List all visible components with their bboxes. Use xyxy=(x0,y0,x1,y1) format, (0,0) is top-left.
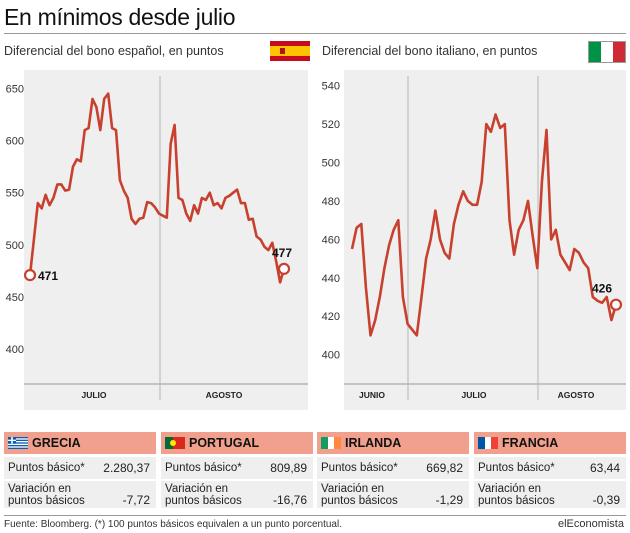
variation-label-line1: Variación en xyxy=(165,483,229,495)
spain-y-tick-label: 600 xyxy=(6,136,24,148)
portugal-flag-icon xyxy=(165,437,185,449)
brand-logo: elEconomista xyxy=(557,518,624,530)
card-country-name: FRANCIA xyxy=(502,436,559,450)
variation-label-line1: Variación en xyxy=(478,483,542,495)
italy-y-tick-label: 480 xyxy=(322,196,340,208)
variation-value: -1,29 xyxy=(435,493,463,507)
variation-value: -16,76 xyxy=(272,493,307,507)
italy-series-line xyxy=(350,113,618,337)
spain-y-tick-label: 500 xyxy=(6,240,24,252)
card-variation-row: Variación en puntos básicos -7,72 xyxy=(4,481,156,508)
italy-y-tick-label: 500 xyxy=(322,158,340,170)
italy-x-tick-label: JULIO xyxy=(461,390,486,400)
basic-points-value: 63,44 xyxy=(589,461,620,475)
spain-end-label: 477 xyxy=(272,246,292,260)
card-variation-row: Variación en puntos básicos -1,29 xyxy=(317,481,469,508)
source-note: Fuente: Bloomberg. (*) 100 puntos básico… xyxy=(4,519,342,530)
greece-flag-icon xyxy=(8,437,28,449)
card-header: FRANCIA xyxy=(474,432,626,454)
variation-value: -7,72 xyxy=(122,493,150,507)
spain-y-tick-label: 650 xyxy=(6,83,24,95)
italy-y-axis: 400 420 440 460 480 500 520 540 xyxy=(322,81,340,362)
italy-x-tick-label: AGOSTO xyxy=(558,390,595,400)
italy-y-tick-label: 400 xyxy=(322,350,340,362)
card-basic-row: Puntos básico* 809,89 xyxy=(161,457,313,479)
italy-x-tick-label: JUNIO xyxy=(359,390,385,400)
italy-y-tick-label: 460 xyxy=(322,234,340,246)
footer-divider xyxy=(4,515,626,516)
page-title: En mínimos desde julio xyxy=(4,4,236,30)
italy-flag-icon xyxy=(588,41,626,63)
country-card-irlanda: IRLANDA Puntos básico* 669,82 Variación … xyxy=(317,432,469,508)
variation-label-line1: Variación en xyxy=(321,483,385,495)
italy-y-tick-label: 440 xyxy=(322,273,340,285)
card-basic-row: Puntos básico* 2.280,37 xyxy=(4,457,156,479)
card-basic-row: Puntos básico* 669,82 xyxy=(317,457,469,479)
spain-chart-panel: JULIO AGOSTO 477 471 xyxy=(24,70,308,410)
italy-y-tick-label: 540 xyxy=(322,81,340,93)
spain-series-line xyxy=(28,92,286,284)
spain-chart-subtitle: Diferencial del bono español, en puntos xyxy=(4,44,224,58)
italy-chart-panel: JUNIO JULIO AGOSTO 426 xyxy=(344,70,626,410)
basic-points-value: 2.280,37 xyxy=(103,461,150,475)
country-card-francia: FRANCIA Puntos básico* 63,44 Variación e… xyxy=(474,432,626,508)
variation-label-line2: puntos básicos xyxy=(8,495,85,507)
basic-points-value: 809,89 xyxy=(270,461,307,475)
spain-flag-icon xyxy=(270,41,310,61)
variation-label-line2: puntos básicos xyxy=(478,495,555,507)
italy-end-marker xyxy=(609,298,623,311)
country-card-portugal: PORTUGAL Puntos básico* 809,89 Variación… xyxy=(161,432,313,508)
basic-points-label: Puntos básico* xyxy=(8,462,85,474)
variation-label-line2: puntos básicos xyxy=(165,495,242,507)
spain-x-tick-label: AGOSTO xyxy=(206,390,243,400)
card-variation-row: Variación en puntos básicos -16,76 xyxy=(161,481,313,508)
spain-start-label: 471 xyxy=(38,269,58,283)
spain-y-tick-label: 450 xyxy=(6,292,24,304)
spain-start-marker xyxy=(24,269,37,282)
france-flag-icon xyxy=(478,437,498,449)
ireland-flag-icon xyxy=(321,437,341,449)
spain-y-tick-label: 400 xyxy=(6,344,24,356)
italy-line-chart: JUNIO JULIO AGOSTO 426 xyxy=(344,76,626,400)
spain-end-marker xyxy=(277,262,291,275)
spain-x-tick-label: JULIO xyxy=(81,390,106,400)
card-country-name: IRLANDA xyxy=(345,436,402,450)
variation-label-line1: Variación en xyxy=(8,483,72,495)
card-header: IRLANDA xyxy=(317,432,469,454)
basic-points-value: 669,82 xyxy=(426,461,463,475)
italy-end-label: 426 xyxy=(592,282,612,296)
italy-y-tick-label: 520 xyxy=(322,119,340,131)
spain-line-chart: JULIO AGOSTO 477 471 xyxy=(24,76,308,400)
card-variation-row: Variación en puntos básicos -0,39 xyxy=(474,481,626,508)
spain-y-axis: 400 450 500 550 600 650 xyxy=(6,83,24,356)
card-basic-row: Puntos básico* 63,44 xyxy=(474,457,626,479)
title-divider xyxy=(4,33,626,34)
card-country-name: PORTUGAL xyxy=(189,436,260,450)
country-card-grecia: GRECIA Puntos básico* 2.280,37 Variación… xyxy=(4,432,156,508)
italy-y-tick-label: 420 xyxy=(322,311,340,323)
card-country-name: GRECIA xyxy=(32,436,81,450)
variation-label-line2: puntos básicos xyxy=(321,495,398,507)
italy-chart-subtitle: Diferencial del bono italiano, en puntos xyxy=(322,44,538,58)
card-header: GRECIA xyxy=(4,432,156,454)
spain-y-tick-label: 550 xyxy=(6,188,24,200)
basic-points-label: Puntos básico* xyxy=(165,462,242,474)
variation-value: -0,39 xyxy=(592,493,620,507)
card-header: PORTUGAL xyxy=(161,432,313,454)
basic-points-label: Puntos básico* xyxy=(478,462,555,474)
basic-points-label: Puntos básico* xyxy=(321,462,398,474)
